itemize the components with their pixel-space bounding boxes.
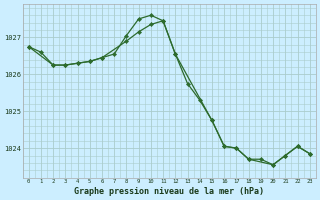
X-axis label: Graphe pression niveau de la mer (hPa): Graphe pression niveau de la mer (hPa) [74, 187, 264, 196]
